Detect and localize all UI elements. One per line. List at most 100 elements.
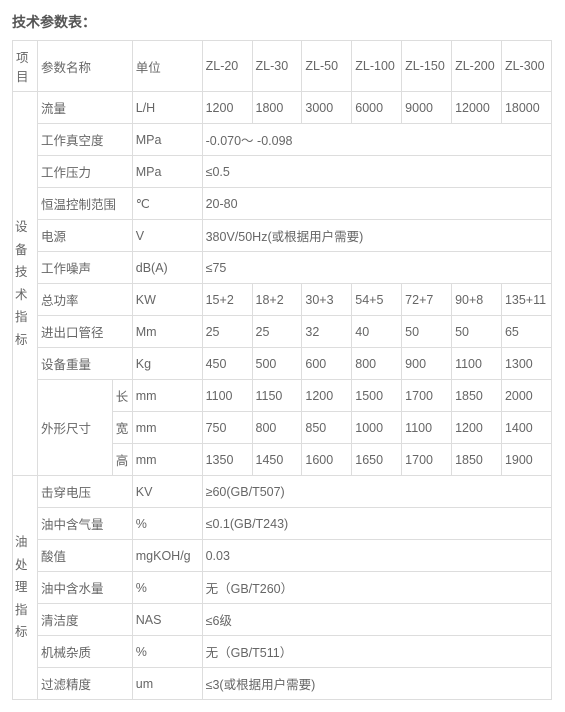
param-name-dims: 外形尺寸 [37,380,112,476]
unit-cell: NAS [132,604,202,636]
val: 1200 [202,92,252,124]
hdr-m7: ZL-300 [501,41,551,92]
val: -0.070～ -0.098 [202,124,551,156]
val: 1450 [252,444,302,476]
val: 800 [352,348,402,380]
val: 600 [302,348,352,380]
val: 72+7 [402,284,452,316]
param-name: 过滤精度 [37,668,132,700]
hdr-m5: ZL-150 [402,41,452,92]
val: 50 [452,316,502,348]
val: 无（GB/T260） [202,572,551,604]
val: 1000 [352,412,402,444]
val: 1800 [252,92,302,124]
val: 40 [352,316,402,348]
val: 1350 [202,444,252,476]
unit-cell: L/H [132,92,202,124]
val: 1850 [452,380,502,412]
row-clean: 清洁度 NAS ≤6级 [13,604,552,636]
hdr-m6: ZL-200 [452,41,502,92]
row-vacuum: 工作真空度 MPa -0.070～ -0.098 [13,124,552,156]
val: 1100 [202,380,252,412]
val: 1650 [352,444,402,476]
row-bdv: 油处理指标 击穿电压 KV ≥60(GB/T507) [13,476,552,508]
row-totalpower: 总功率 KW 15+2 18+2 30+3 54+5 72+7 90+8 135… [13,284,552,316]
dim-sub: 高 [112,444,132,476]
val: 54+5 [352,284,402,316]
unit-cell: mm [132,444,202,476]
header-row: 项目 参数名称 单位 ZL-20 ZL-30 ZL-50 ZL-100 ZL-1… [13,41,552,92]
val: 无（GB/T511） [202,636,551,668]
param-name: 工作噪声 [37,252,132,284]
row-water: 油中含水量 % 无（GB/T260） [13,572,552,604]
val: 18000 [501,92,551,124]
param-name: 油中含气量 [37,508,132,540]
cat-equipment: 设备技术指标 [13,92,38,476]
table-title: 技术参数表： [12,12,553,32]
val: ≤6级 [202,604,551,636]
param-name: 清洁度 [37,604,132,636]
val: ≤0.1(GB/T243) [202,508,551,540]
val: 1500 [352,380,402,412]
hdr-param: 参数名称 [37,41,132,92]
param-name: 进出口管径 [37,316,132,348]
unit-cell: um [132,668,202,700]
unit-cell: V [132,220,202,252]
unit-cell: KV [132,476,202,508]
val: 1100 [402,412,452,444]
val: ≥60(GB/T507) [202,476,551,508]
param-name: 工作压力 [37,156,132,188]
unit-cell: MPa [132,124,202,156]
hdr-m2: ZL-30 [252,41,302,92]
unit-cell: dB(A) [132,252,202,284]
val: ≤3(或根据用户需要) [202,668,551,700]
val: 3000 [302,92,352,124]
unit-cell: Kg [132,348,202,380]
unit-cell: MPa [132,156,202,188]
val: 90+8 [452,284,502,316]
val: 30+3 [302,284,352,316]
param-name: 流量 [37,92,132,124]
row-pressure: 工作压力 MPa ≤0.5 [13,156,552,188]
param-name: 酸值 [37,540,132,572]
val: 0.03 [202,540,551,572]
val: 1150 [252,380,302,412]
dim-sub: 长 [112,380,132,412]
val: 1200 [302,380,352,412]
val: 12000 [452,92,502,124]
spec-table: 项目 参数名称 单位 ZL-20 ZL-30 ZL-50 ZL-100 ZL-1… [12,40,552,700]
unit-cell: KW [132,284,202,316]
param-name: 设备重量 [37,348,132,380]
hdr-unit: 单位 [132,41,202,92]
unit-cell: % [132,636,202,668]
val: 6000 [352,92,402,124]
val: 850 [302,412,352,444]
val: 20-80 [202,188,551,220]
val: 1600 [302,444,352,476]
val: ≤75 [202,252,551,284]
val: 135+11 [501,284,551,316]
hdr-m1: ZL-20 [202,41,252,92]
hdr-project: 项目 [13,41,38,92]
param-name: 工作真空度 [37,124,132,156]
hdr-m4: ZL-100 [352,41,402,92]
row-temp: 恒温控制范围 ℃ 20-80 [13,188,552,220]
val: 1700 [402,380,452,412]
val: 2000 [501,380,551,412]
val: 380V/50Hz(或根据用户需要) [202,220,551,252]
hdr-m3: ZL-50 [302,41,352,92]
val: 18+2 [252,284,302,316]
val: 1850 [452,444,502,476]
row-pipe: 进出口管径 Mm 25 25 32 40 50 50 65 [13,316,552,348]
dim-sub: 宽 [112,412,132,444]
unit-cell: % [132,508,202,540]
val: 800 [252,412,302,444]
val: ≤0.5 [202,156,551,188]
row-noise: 工作噪声 dB(A) ≤75 [13,252,552,284]
unit-cell: Mm [132,316,202,348]
unit-cell: mgKOH/g [132,540,202,572]
val: 500 [252,348,302,380]
row-dim-l: 外形尺寸 长 mm 1100 1150 1200 1500 1700 1850 … [13,380,552,412]
val: 1300 [501,348,551,380]
val: 1200 [452,412,502,444]
